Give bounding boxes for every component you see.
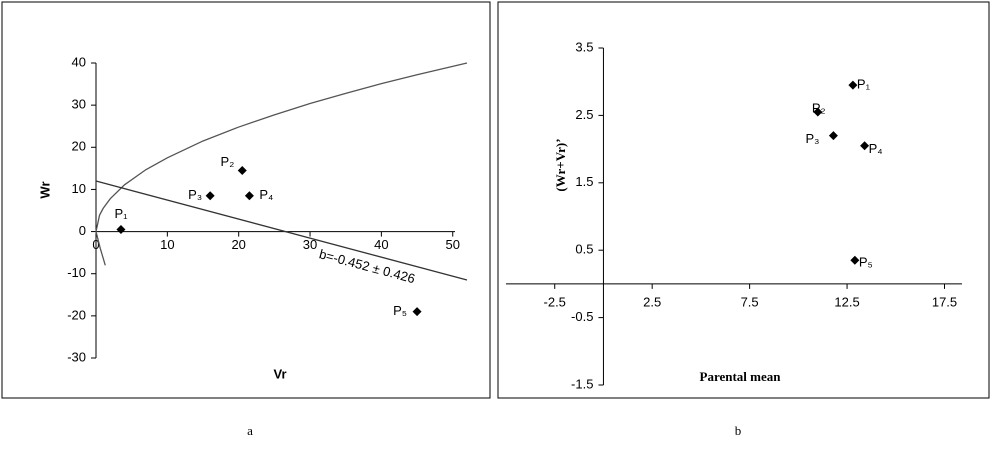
y-tick-label: -10 xyxy=(67,265,86,280)
point-label: P₃ xyxy=(805,131,819,146)
x-tick-label: 7.5 xyxy=(741,294,759,309)
x-tick-label: 17.5 xyxy=(932,294,957,309)
point xyxy=(828,131,838,141)
y-tick-label: 3.5 xyxy=(575,39,593,54)
y-tick-label: -20 xyxy=(67,307,86,322)
y-axis-title: Wr xyxy=(37,181,52,198)
y-tick-label: 0 xyxy=(79,223,86,238)
x-axis-title: Vr xyxy=(273,366,286,381)
caption: b xyxy=(735,423,742,438)
point-label: P₃ xyxy=(188,187,202,202)
y-tick-label: 2.5 xyxy=(575,107,593,122)
line-annotation: b=-0.452 ± 0.426 xyxy=(318,246,417,286)
y-tick-label: 40 xyxy=(72,54,86,69)
x-tick-label: 0 xyxy=(92,237,99,252)
point xyxy=(860,141,870,151)
x-tick-label: 30 xyxy=(303,237,317,252)
y-tick-label: -30 xyxy=(67,349,86,364)
x-tick-label: 20 xyxy=(231,237,245,252)
y-tick-label: 0.5 xyxy=(575,242,593,257)
y-tick-label: 1.5 xyxy=(575,174,593,189)
point xyxy=(237,165,247,175)
x-tick-label: 40 xyxy=(374,237,388,252)
caption: a xyxy=(247,423,253,438)
point-label: P₂ xyxy=(812,100,826,115)
y-tick-label: 10 xyxy=(72,181,86,196)
x-tick-label: 2.5 xyxy=(643,294,661,309)
point-label: P₅ xyxy=(859,255,873,270)
x-axis-title: Parental mean xyxy=(700,369,782,384)
point xyxy=(412,307,422,317)
x-tick-label: 12.5 xyxy=(834,294,859,309)
y-tick-label: 30 xyxy=(72,97,86,112)
y-axis-title: (Wr+Vr)’ xyxy=(553,138,568,191)
point-label: P₁ xyxy=(114,206,128,221)
curve-line xyxy=(95,231,106,266)
x-tick-label: 10 xyxy=(160,237,174,252)
point-label: P₁ xyxy=(857,77,871,92)
point xyxy=(813,107,823,117)
point xyxy=(205,191,215,201)
y-tick-label: -1.5 xyxy=(571,376,593,391)
point xyxy=(850,255,860,265)
point-label: P₄ xyxy=(259,187,273,202)
panel-frame xyxy=(1,1,491,399)
point-label: P₅ xyxy=(393,303,407,318)
point xyxy=(116,224,126,234)
x-tick-label: 50 xyxy=(445,237,459,252)
curve-line xyxy=(95,180,468,281)
y-tick-label: -0.5 xyxy=(571,309,593,324)
point xyxy=(244,191,254,201)
curve-line xyxy=(95,62,468,232)
point-label: P₂ xyxy=(221,154,235,169)
point-label: P₄ xyxy=(869,141,883,156)
point xyxy=(848,80,858,90)
x-tick-label: -2.5 xyxy=(544,294,566,309)
panel-frame xyxy=(497,1,990,399)
y-tick-label: 20 xyxy=(72,139,86,154)
